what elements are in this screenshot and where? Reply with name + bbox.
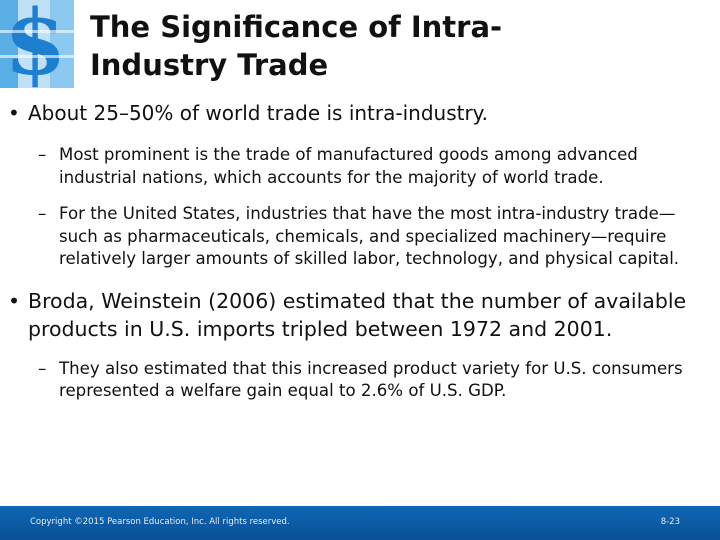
bullet-2-text: Broda, Weinstein (2006) estimated that t…	[28, 288, 687, 341]
bullet-marker: •	[8, 101, 20, 125]
bullet-2-sub-1: – They also estimated that this increase…	[0, 358, 720, 403]
slide-title-line-1: The Significance of Intra-	[90, 10, 503, 44]
sub-bullet-marker: –	[38, 145, 47, 164]
dollar-logo-icon: $	[0, 0, 74, 88]
bullet-1-sub-1-text: Most prominent is the trade of manufactu…	[59, 145, 638, 187]
dollar-logo-graphic: $	[0, 0, 74, 88]
sub-bullet-marker: –	[38, 358, 47, 378]
slide-title-line-2: Industry Trade	[90, 48, 329, 82]
bullet-1: • About 25–50% of world trade is intra-i…	[0, 100, 720, 127]
footer-bar: Copyright ©2015 Pearson Education, Inc. …	[0, 506, 720, 540]
bullet-1-sub-2: – For the United States, industries that…	[0, 203, 720, 271]
copyright-text: Copyright ©2015 Pearson Education, Inc. …	[30, 517, 290, 527]
page-number: 8-23	[660, 517, 680, 527]
slide-title: The Significance of Intra- Industry Trad…	[90, 8, 690, 84]
bullet-1-text: About 25–50% of world trade is intra-ind…	[28, 101, 489, 125]
slide-body: • About 25–50% of world trade is intra-i…	[0, 100, 720, 403]
bullet-2-sub-1-text: They also estimated that this increased …	[59, 358, 683, 401]
bullet-2: • Broda, Weinstein (2006) estimated that…	[0, 287, 720, 343]
bullet-marker: •	[8, 288, 21, 313]
bullet-1-sub-1: – Most prominent is the trade of manufac…	[0, 144, 720, 189]
svg-text:$: $	[4, 0, 67, 88]
bullet-1-sub-2-text: For the United States, industries that h…	[59, 204, 680, 268]
sub-bullet-marker: –	[38, 204, 47, 223]
